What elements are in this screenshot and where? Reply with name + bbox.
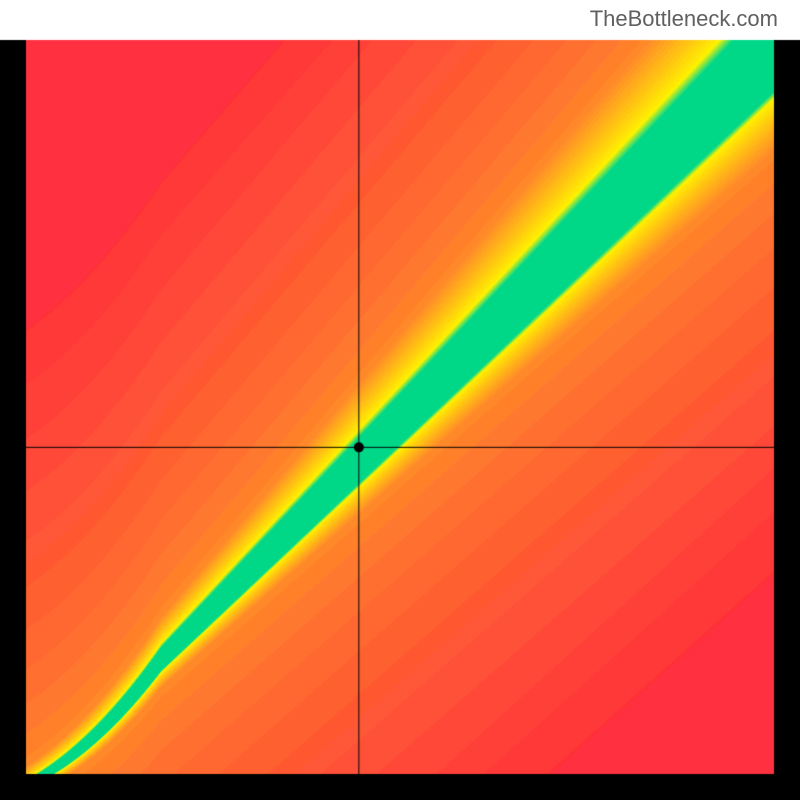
watermark-text: TheBottleneck.com — [590, 6, 778, 32]
bottleneck-heatmap — [0, 0, 800, 800]
